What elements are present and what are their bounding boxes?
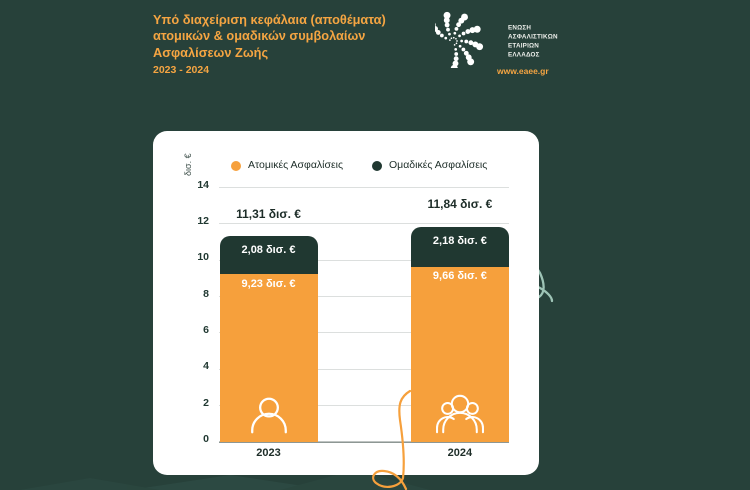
- svg-text:ΕΛΛΑΔΟΣ: ΕΛΛΑΔΟΣ: [508, 52, 540, 59]
- svg-text:ΕΤΑΙΡΙΩΝ: ΕΤΑΙΡΙΩΝ: [508, 43, 539, 50]
- svg-text:ΑΣΦΑΛΙΣΤΙΚΩΝ: ΑΣΦΑΛΙΣΤΙΚΩΝ: [508, 34, 558, 41]
- svg-text:ΕΝΩΣΗ: ΕΝΩΣΗ: [508, 25, 531, 32]
